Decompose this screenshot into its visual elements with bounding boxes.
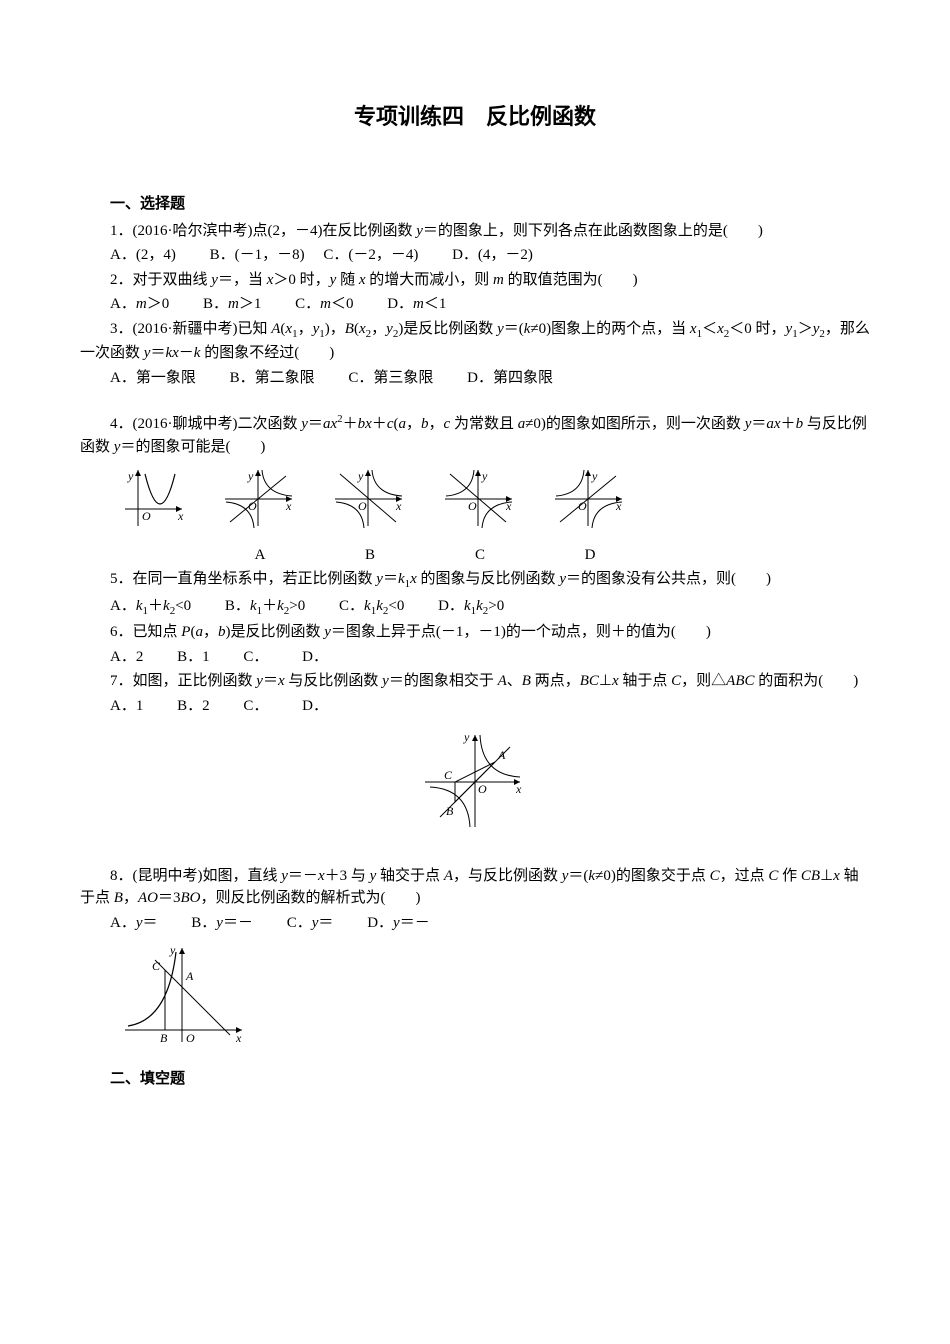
svg-text:O: O: [478, 782, 487, 796]
svg-text:O: O: [468, 499, 477, 513]
q1-stem: 1．(2016·哈尔滨中考)点(2，－4)在反比例函数 y＝的图象上，则下列各点…: [80, 220, 870, 243]
svg-text:y: y: [463, 730, 470, 744]
svg-text:O: O: [248, 499, 257, 513]
q3-opt-b: B．第二象限: [230, 370, 315, 386]
q1-options: A．(2，4) B．(－1，－8) C．(－2，－4) D．(4，－2): [80, 244, 870, 267]
q1-text-a: 1．(2016·哈尔滨中考)点(2，－4)在反比例函数: [110, 223, 416, 239]
page-title: 专项训练四 反比例函数: [80, 100, 870, 133]
q5-options: A．k1＋k2<0 B．k1＋k2>0 C．k1k2<0 D．k1k2>0: [80, 595, 870, 620]
q6-opt-a: A．2: [110, 649, 143, 665]
q3-opt-c: C．第三象限: [348, 370, 433, 386]
q6-stem: 6．已知点 P(a，b)是反比例函数 y＝图象上异于点(－1，－1)的一个动点，…: [80, 621, 870, 644]
q7-opt-a: A．1: [110, 698, 143, 714]
svg-text:O: O: [358, 499, 367, 513]
svg-text:y: y: [591, 469, 598, 483]
graph-c-icon: y O x: [440, 464, 520, 534]
q7-opt-c: C．: [243, 698, 268, 714]
q4-option-b-figure: y O x B: [330, 464, 410, 566]
svg-text:x: x: [505, 499, 512, 513]
q4-label-a: A: [220, 544, 300, 567]
svg-text:x: x: [177, 509, 184, 523]
gap: [80, 391, 870, 409]
q4-option-d-figure: y O x D: [550, 464, 630, 566]
q2-options: A．m＞0 B．m＞1 C．m＜0 D．m＜1: [80, 293, 870, 316]
q4-option-a-figure: y O x A: [220, 464, 300, 566]
q1-opt-a: A．(2，4): [110, 247, 176, 263]
q4-stem: 4．(2016·聊城中考)二次函数 y＝ax2＋bx＋c(a，b，c 为常数且 …: [80, 411, 870, 458]
q4-option-c-figure: y O x C: [440, 464, 520, 566]
q8-graph-icon: C A B O x y: [120, 940, 250, 1050]
svg-text:x: x: [515, 782, 522, 796]
q7-graph-icon: A B C O x y: [420, 727, 530, 837]
svg-text:x: x: [615, 499, 622, 513]
svg-text:x: x: [235, 1031, 242, 1045]
q8-figure: C A B O x y: [120, 940, 870, 1058]
svg-text:y: y: [357, 469, 364, 483]
svg-text:x: x: [395, 499, 402, 513]
svg-text:O: O: [578, 499, 587, 513]
svg-text:y: y: [247, 469, 254, 483]
q2-stem: 2．对于双曲线 y＝，当 x＞0 时，y 随 x 的增大而减小，则 m 的取值范…: [80, 269, 870, 292]
q3-opt-d: D．第四象限: [467, 370, 553, 386]
q6-opt-b: B．1: [177, 649, 210, 665]
svg-text:x: x: [285, 499, 292, 513]
svg-text:C: C: [152, 959, 161, 973]
q3-options: A．第一象限 B．第二象限 C．第三象限 D．第四象限: [80, 367, 870, 390]
svg-text:y: y: [127, 469, 134, 483]
q7-opt-b: B．2: [177, 698, 210, 714]
q1-text-b: ＝的图象上，则下列各点在此函数图象上的是( ): [423, 223, 763, 239]
svg-text:B: B: [446, 804, 454, 818]
q7-options: A．1 B．2 C． D．: [80, 695, 870, 718]
svg-text:A: A: [185, 969, 194, 983]
q7-figure: A B C O x y: [80, 727, 870, 845]
q6-opt-c: C．: [243, 649, 268, 665]
q3-stem: 3．(2016·新疆中考)已知 A(x1，y1)，B(x2，y2)是反比例函数 …: [80, 318, 870, 365]
q4-label-b: B: [330, 544, 410, 567]
q4-label-d: D: [550, 544, 630, 567]
graph-b-icon: y O x: [330, 464, 410, 534]
q7-opt-d: D．: [302, 698, 328, 714]
q1-opt-c: C．(－2，－4): [323, 247, 418, 263]
var-y: y: [416, 223, 423, 239]
svg-text:C: C: [444, 768, 453, 782]
section-2-header: 二、填空题: [80, 1068, 870, 1091]
q4-label-c: C: [440, 544, 520, 567]
svg-text:O: O: [142, 509, 151, 523]
parabola-icon: y O x: [120, 464, 190, 534]
q3-opt-a: A．第一象限: [110, 370, 196, 386]
q8-options: A．y＝ B．y＝－ C．y＝ D．y＝－: [80, 912, 870, 935]
q1-opt-d: D．(4，－2): [452, 247, 533, 263]
svg-text:y: y: [169, 943, 176, 957]
graph-d-icon: y O x: [550, 464, 630, 534]
q6-options: A．2 B．1 C． D．: [80, 646, 870, 669]
q1-opt-b: B．(－1，－8): [210, 247, 305, 263]
svg-text:O: O: [186, 1031, 195, 1045]
q8-stem: 8．(昆明中考)如图，直线 y＝－x＋3 与 y 轴交于点 A，与反比例函数 y…: [80, 865, 870, 910]
q6-opt-d: D．: [302, 649, 328, 665]
svg-text:A: A: [497, 748, 506, 762]
q5-stem: 5．在同一直角坐标系中，若正比例函数 y＝k1x 的图象与反比例函数 y＝的图象…: [80, 568, 870, 593]
q4-figure-row: y O x y O x A y O x B: [120, 464, 870, 566]
q7-stem: 7．如图，正比例函数 y＝x 与反比例函数 y＝的图象相交于 A、B 两点，BC…: [80, 670, 870, 693]
section-1-header: 一、选择题: [80, 193, 870, 216]
graph-a-icon: y O x: [220, 464, 300, 534]
q4-given-figure: y O x: [120, 464, 190, 566]
svg-text:B: B: [160, 1031, 168, 1045]
svg-text:y: y: [481, 469, 488, 483]
